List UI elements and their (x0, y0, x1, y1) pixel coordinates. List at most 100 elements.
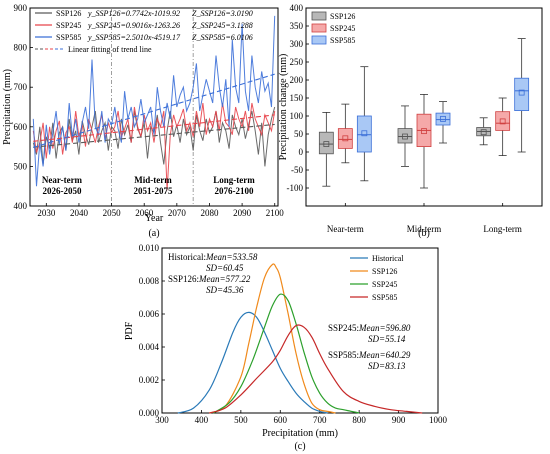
ann-ssp126-sd: SD=45.36 (206, 285, 244, 295)
mean-marker-ssp126 (402, 133, 408, 140)
legend-ssp126-eq: y_SSP126=0.7742x-1019.92 (87, 9, 180, 18)
panel-b-category-label: Mid-term (407, 224, 442, 234)
panel-b-ytick-label: 300 (290, 39, 304, 49)
panel-b-box-chart: -100 -50 0 50 100 150 200 250 300 350 400 Near-term… (278, 3, 543, 239)
legend-box-ssp585 (311, 35, 327, 45)
legend-c-ssp245: SSP245 (372, 280, 397, 289)
panel-b-ytick-label: 50 (294, 129, 304, 139)
pdf-curve-ssp245 (212, 293, 360, 414)
panel-a-ytick-label: 900 (14, 3, 28, 13)
panel-c-ytick-label: 0.010 (139, 243, 160, 253)
panel-a-xtick-label: 2100 (266, 208, 285, 218)
panel-c-xlabel: Precipitation (mm) (262, 428, 338, 439)
panel-a-xtick-label: 2050 (103, 208, 122, 218)
panel-a-xtick-label: 2040 (70, 208, 89, 218)
ann-ssp585: SSP585:Mean=640.29 (328, 350, 411, 360)
panel-b-legend: SSP126 SSP245 SSP585 (311, 11, 355, 45)
panel-a-figure-label: (a) (148, 228, 159, 239)
period-long-name: Long-term (213, 175, 255, 185)
panel-c-xtick-label: 600 (274, 415, 288, 425)
ann-historical-label: Historical: (168, 252, 206, 262)
panel-c-xtick-label: 900 (392, 415, 406, 425)
ann-historical-mean: Mean=533.58 (205, 252, 258, 262)
panel-a-ylabel: Precipitation (mm) (2, 69, 13, 145)
panel-c-xtick-label: 300 (155, 415, 169, 425)
legend-c-ssp126: SSP126 (372, 267, 397, 276)
panel-c-ytick-label: 0.008 (139, 276, 160, 286)
panel-a-frame (29, 7, 279, 207)
period-mid-range: 2051-2075 (134, 186, 173, 196)
panel-b-ytick-label: -100 (287, 183, 304, 193)
box-ssp126 (397, 128, 413, 144)
panel-b-ytick-label: 150 (290, 93, 304, 103)
box-ssp126 (318, 131, 334, 155)
mean-marker-ssp585 (361, 130, 368, 137)
panel-a-ytick-label: 400 (14, 201, 28, 211)
ann-ssp245: SSP245:Mean=596.80 (328, 323, 411, 333)
panel-a-ytick-label: 800 (14, 43, 28, 53)
legend-fit-label: Linear fitting of trend line (68, 45, 152, 54)
panel-c-ytick-label: 0.002 (139, 375, 159, 385)
period-long-range: 2076-2100 (215, 186, 254, 196)
legend-b-ssp585: SSP585 (330, 36, 355, 45)
panel-c-xtick-label: 500 (234, 415, 248, 425)
series-line-ssp585 (32, 15, 276, 187)
panel-b-ytick-label: -50 (291, 165, 303, 175)
panel-c-ylabel: PDF (124, 321, 135, 340)
legend-ssp245-eq: y_SSP245=0.9016x-1263.26 (87, 21, 180, 30)
legend-ssp126-z: Z_SSP126=3.0190 (192, 9, 253, 18)
box-ssp585 (514, 77, 530, 111)
panel-c-xtick-label: 800 (352, 415, 366, 425)
panel-c-annotations: Historical:Mean=533.58 SD=60.45 SSP126:M… (168, 252, 411, 371)
mean-marker-ssp585 (440, 115, 446, 122)
legend-ssp245-name: SSP245 (56, 21, 81, 30)
ann-historical: Historical:Mean=533.58 (168, 252, 258, 262)
mean-marker-ssp245 (421, 128, 427, 135)
legend-box-ssp126 (311, 11, 327, 21)
mean-marker-ssp245 (342, 135, 349, 142)
panel-a-legend: SSP126 y_SSP126=0.7742x-1019.92 Z_SSP126… (35, 9, 253, 54)
legend-box-ssp245 (311, 23, 327, 33)
mean-marker-ssp126 (323, 141, 330, 147)
panel-b-ytick-label: 100 (290, 111, 304, 121)
pdf-curve-ssp585 (209, 324, 423, 414)
panel-a-ytick-label: 500 (14, 161, 28, 171)
box-ssp245 (495, 111, 511, 131)
panel-b-ytick-label: 400 (290, 3, 304, 13)
legend-b-ssp126: SSP126 (330, 12, 355, 21)
panel-c-figure-label: (c) (294, 441, 305, 452)
ann-ssp585-label: SSP585: (328, 350, 359, 360)
mean-marker-ssp245 (499, 118, 506, 125)
panel-b-ytick-label: 0 (299, 147, 304, 157)
ann-ssp585-mean: Mean=640.29 (358, 350, 411, 360)
panel-c-ytick-label: 0.000 (139, 408, 160, 418)
panel-b-ytick-label: 250 (290, 57, 304, 67)
trend-line-ssp245 (33, 114, 275, 142)
panel-a-xlabel: Year (145, 213, 164, 224)
panel-c-pdf-chart: 300 400 500 600 700 800 900 1000 0.000 0.002 0.004… (124, 243, 448, 452)
trend-line-ssp126 (33, 123, 275, 148)
panel-c-xtick-label: 700 (313, 415, 327, 425)
box-ssp585 (356, 115, 372, 153)
panel-b-ytick-label: 200 (290, 75, 304, 85)
panel-a-xtick-label: 2080 (200, 208, 219, 218)
ann-ssp245-mean: Mean=596.80 (358, 323, 411, 333)
period-mid-name: Mid-term (134, 175, 172, 185)
panel-a-xtick-label: 2060 (135, 208, 154, 218)
panel-a-line-chart: 2030 2040 2050 2060 2070 2080 2090 2100 400 500 60… (2, 3, 284, 239)
panel-a-xtick-label: 2030 (37, 208, 56, 218)
panel-c-ytick-label: 0.006 (139, 309, 160, 319)
panel-b-category-label: Near-term (327, 224, 364, 234)
ann-ssp245-label: SSP245: (328, 323, 359, 333)
panel-c-legend: Historical SSP126 SSP245 SSP585 (350, 254, 404, 302)
panel-c-xtick-label: 400 (195, 415, 209, 425)
ann-ssp245-sd: SD=55.14 (368, 334, 406, 344)
ann-ssp126-mean: Mean=577.22 (198, 274, 251, 284)
ann-ssp126: SSP126:Mean=577.22 (168, 274, 251, 284)
panel-b-category-label: Long-term (483, 224, 522, 234)
panel-b-figure-label: (b) (418, 228, 430, 239)
panel-a-xtick-label: 2090 (233, 208, 252, 218)
pdf-curve-ssp126 (209, 263, 336, 414)
panel-c-frame (161, 247, 439, 414)
